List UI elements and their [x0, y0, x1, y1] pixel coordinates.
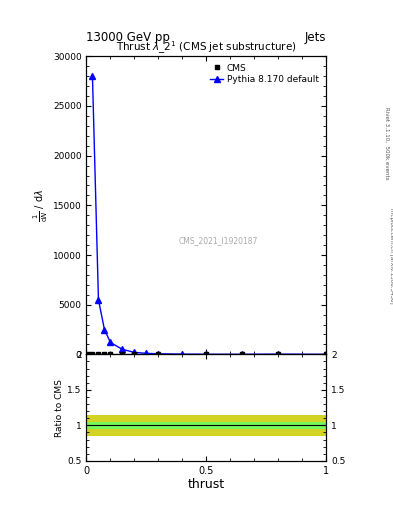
CMS	[120, 351, 125, 357]
CMS	[90, 351, 95, 357]
Title: Thrust $\lambda\_2^1$ (CMS jet substructure): Thrust $\lambda\_2^1$ (CMS jet substruct…	[116, 40, 297, 56]
Legend: CMS, Pythia 8.170 default: CMS, Pythia 8.170 default	[207, 61, 322, 87]
CMS	[102, 351, 107, 357]
Pythia 8.170 default	[120, 346, 125, 352]
CMS	[108, 351, 113, 357]
Bar	[86, 422, 326, 429]
Text: 13000 GeV pp: 13000 GeV pp	[86, 31, 170, 44]
Text: Rivet 3.1.10,  500k events: Rivet 3.1.10, 500k events	[385, 107, 389, 180]
CMS	[276, 351, 281, 357]
Y-axis label: $\frac{1}{\mathrm{d}N}\ /\ \mathrm{d}\lambda$: $\frac{1}{\mathrm{d}N}\ /\ \mathrm{d}\la…	[32, 189, 50, 222]
Pythia 8.170 default	[108, 339, 113, 346]
CMS	[85, 351, 90, 357]
Pythia 8.170 default	[204, 351, 209, 357]
CMS	[156, 351, 161, 357]
Y-axis label: Ratio to CMS: Ratio to CMS	[55, 379, 64, 437]
Pythia 8.170 default	[276, 351, 281, 357]
CMS	[324, 351, 329, 357]
Pythia 8.170 default	[132, 349, 137, 355]
Pythia 8.170 default	[90, 73, 95, 79]
Pythia 8.170 default	[96, 296, 101, 303]
Text: Jets: Jets	[305, 31, 326, 44]
CMS	[240, 351, 245, 357]
CMS	[204, 351, 209, 357]
Pythia 8.170 default	[144, 350, 149, 356]
Line: CMS: CMS	[85, 351, 329, 357]
Line: Pythia 8.170 default: Pythia 8.170 default	[89, 73, 329, 357]
Pythia 8.170 default	[102, 327, 107, 333]
Text: mcplots.cern.ch [arXiv:1306.3436]: mcplots.cern.ch [arXiv:1306.3436]	[389, 208, 393, 304]
Pythia 8.170 default	[180, 351, 185, 357]
Pythia 8.170 default	[324, 351, 329, 357]
X-axis label: thrust: thrust	[188, 478, 225, 492]
Text: CMS_2021_I1920187: CMS_2021_I1920187	[179, 237, 258, 246]
CMS	[96, 351, 101, 357]
CMS	[132, 351, 137, 357]
Pythia 8.170 default	[240, 351, 245, 357]
Pythia 8.170 default	[156, 351, 161, 357]
Bar	[86, 415, 326, 436]
